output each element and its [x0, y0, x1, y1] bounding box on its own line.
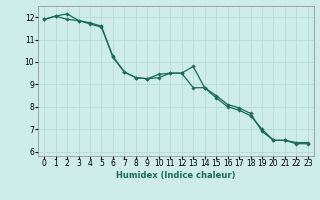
- X-axis label: Humidex (Indice chaleur): Humidex (Indice chaleur): [116, 171, 236, 180]
